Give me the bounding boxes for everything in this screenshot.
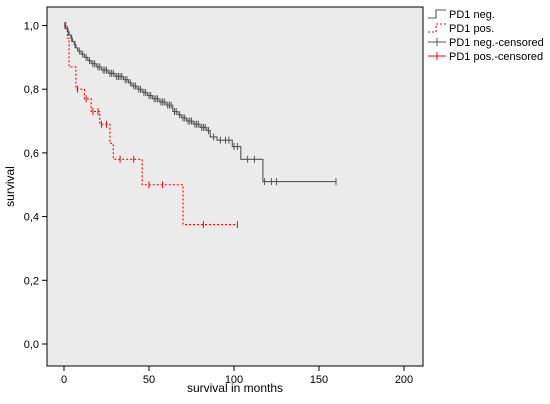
pd1-pos-curve xyxy=(64,24,238,226)
legend-item: PD1 neg. xyxy=(428,9,495,21)
plot-area xyxy=(46,6,424,367)
legend-label: PD1 neg. xyxy=(449,9,495,21)
legend: PD1 neg. PD1 pos. PD1 neg.-censored PD1 pos… xyxy=(428,9,544,63)
series-layer xyxy=(64,22,337,229)
y-tick-label: 0,2 xyxy=(24,275,39,287)
y-tick-label: 0,0 xyxy=(24,339,39,351)
legend-item: PD1 pos.-censored xyxy=(428,51,543,63)
legend-label: PD1 pos.-censored xyxy=(449,51,543,63)
y-tick-label: 0,4 xyxy=(24,212,39,224)
y-tick-label: 0,8 xyxy=(24,84,39,96)
legend-swatch xyxy=(428,23,446,33)
legend-item: PD1 neg.-censored xyxy=(428,37,544,49)
x-tick-label: 0 xyxy=(61,374,67,386)
y-tick-label: 1,0 xyxy=(24,21,39,33)
y-axis-title: survival xyxy=(3,166,17,207)
axes: 0 50 100 150 200 0,0 0,2 0,4 0,6 0,8 1,0 xyxy=(24,21,413,387)
legend-label: PD1 neg.-censored xyxy=(449,37,544,49)
legend-label: PD1 pos. xyxy=(449,23,494,35)
legend-swatch xyxy=(428,9,446,19)
legend-item: PD1 pos. xyxy=(428,23,494,35)
x-tick-label: 50 xyxy=(143,374,155,386)
x-tick-label: 150 xyxy=(310,374,328,386)
x-axis-title: survival in months xyxy=(187,381,283,395)
x-tick-label: 200 xyxy=(395,374,413,386)
y-tick-label: 0,6 xyxy=(24,148,39,160)
x-tick-label: 100 xyxy=(225,374,243,386)
